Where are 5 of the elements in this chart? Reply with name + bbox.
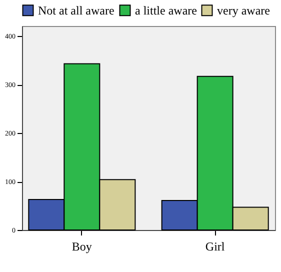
x-tick-label: Boy xyxy=(72,240,92,254)
x-tick-label: Girl xyxy=(205,240,226,254)
legend-label: Not at all aware xyxy=(38,3,114,18)
legend-label: very aware xyxy=(217,3,270,18)
legend-label: a little aware xyxy=(135,3,197,18)
